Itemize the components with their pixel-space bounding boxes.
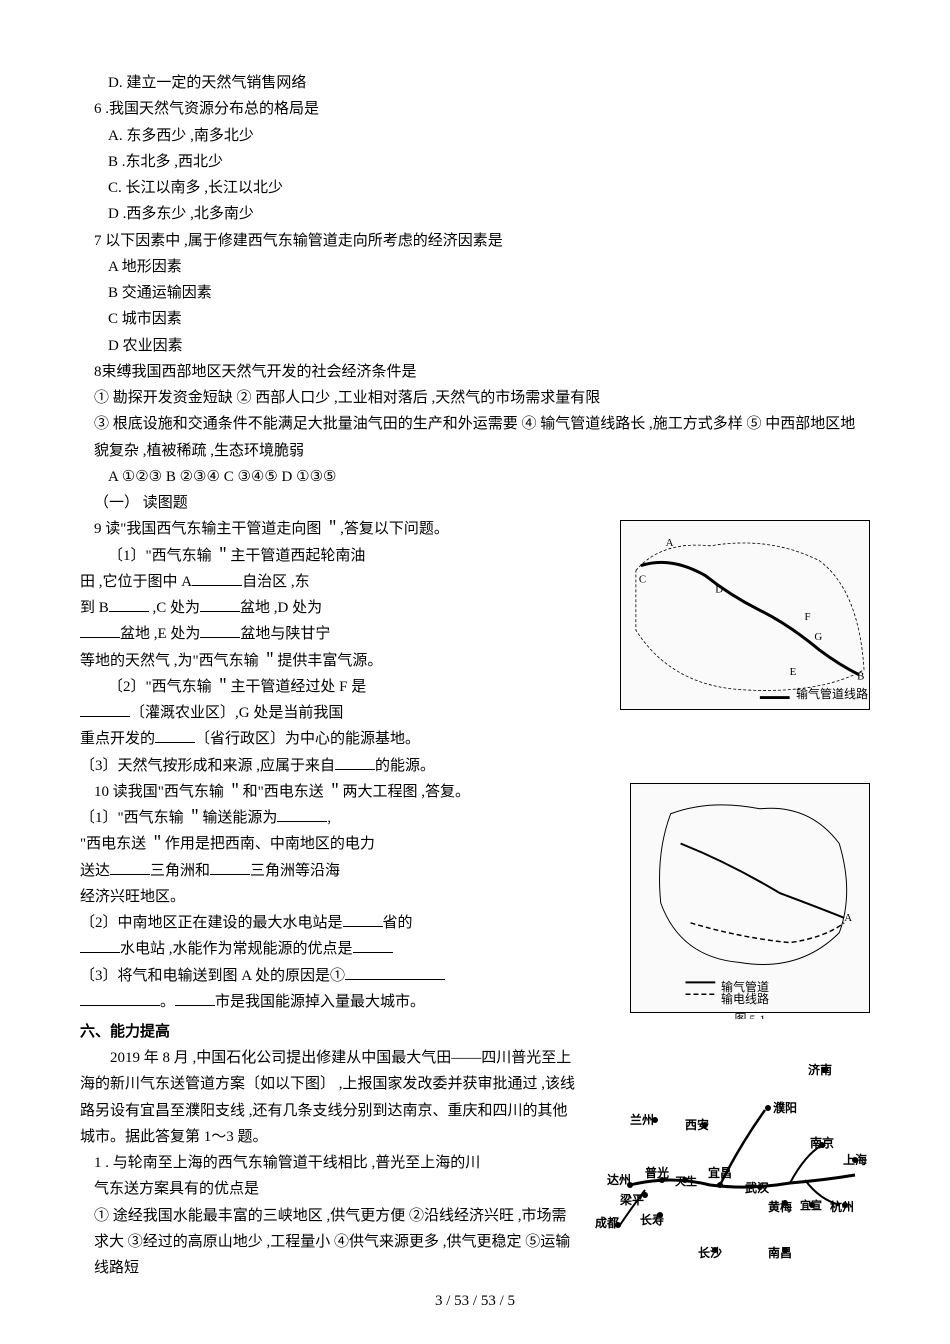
q8-opts: A ①②③ B ②③④ C ③④⑤ D ①③⑤ [80,464,870,490]
city-changsha: 长沙 [698,1243,722,1264]
q9-block: A C D F G E B 输气管道线路 9 读"我国西气东输主干管道走向图 ＂… [80,516,870,726]
city-nanchang: 南昌 [768,1243,792,1264]
blank[interactable] [345,979,445,980]
q9-p1g: 盆地 ,E 处为 [120,626,200,642]
q7-c: C 城市因素 [80,306,870,332]
q6-a: A. 东多西少 ,南多北少 [80,123,870,149]
blank[interactable] [200,637,240,638]
svg-text:C: C [639,574,646,586]
city-chengdu: 成都 [595,1213,619,1234]
blank[interactable] [200,611,240,612]
city-hangzhou: 杭州 [830,1197,854,1218]
svg-text:B: B [857,671,864,683]
city-changshou: 长寿 [640,1210,664,1231]
q9-p3b: 的能源。 [375,758,435,774]
q7-d: D 农业因素 [80,333,870,359]
q9-p1b: 田 ,它位于图中 A [80,574,192,590]
city-puyang: 濮阳 [773,1098,797,1119]
city-dazhou: 达州 [607,1170,631,1191]
q10-p1e: 三角洲和 [150,863,210,879]
map-figure-3: 济南 兰州 西安 濮阳 达州 普光 天生 宜昌 武汉 南京 上海 梁平 成都 长… [590,1055,870,1265]
city-yixuan: 宜宣 [800,1197,822,1216]
q10-p1f: 三角洲等沿海 [250,863,340,879]
q9-p1c: 自治区 ,东 [242,574,310,590]
q10-p2a: 〔2〕中南地区正在建设的最大水电站是 [80,915,343,931]
blank[interactable] [80,952,120,953]
pipeline-map-svg: A C D F G E B [621,521,869,709]
q6-d: D .西多东少 ,北多南少 [80,201,870,227]
q7-a: A 地形因素 [80,254,870,280]
q6-c: C. 长江以南多 ,长江以北少 [80,175,870,201]
city-xian: 西安 [685,1115,709,1136]
fig2-caption: 图 5-1 [631,1009,869,1019]
q9-p3: 〔3〕天然气按形成和来源 ,应属于来自 的能源。 [80,753,870,779]
q8-stem: 8束缚我国西部地区天然气开发的社会经济条件是 [80,359,870,385]
city-shanghai: 上海 [843,1150,867,1171]
q6-b: B .东北多 ,西北少 [80,149,870,175]
city-lanzhou: 兰州 [630,1110,654,1131]
blank[interactable] [110,874,150,875]
fig1-caption: 输气管道线路 [796,684,868,705]
sichuan-map-svg [590,1055,870,1265]
blank[interactable] [155,742,195,743]
q10-p2b: 省的 [383,915,413,931]
blank[interactable] [353,952,393,953]
q10-p3c: 市是我国能源掉入量最大城市。 [215,994,425,1010]
q9-p3a: 〔3〕天然气按形成和来源 ,应属于来自 [80,758,335,774]
city-nanjing: 南京 [810,1133,834,1154]
svg-text:E: E [790,666,797,678]
blank[interactable] [80,716,130,717]
q10-p3a: 〔3〕将气和电输送到图 A 处的原因是① [80,968,345,984]
map-figure-1: A C D F G E B 输气管道线路 [620,520,870,710]
q9-p1f: 盆地 ,D 处为 [240,600,322,616]
q9-p2b: 〔灌溉农业区〕,G 处是当前我国 [130,705,343,721]
q9-p1e: ,C 处为 [149,600,200,616]
q8-l2: ③ 根底设施和交通条件不能满足大批量油气田的生产和外运需要 ④ 输气管道线路长 … [80,411,870,464]
fig2-legend2: 输电线路 [721,989,769,1010]
svg-text:G: G [814,631,822,643]
q6-stem: 6 .我国天然气资源分布总的格局是 [80,96,870,122]
blank[interactable] [277,821,327,822]
q7-stem: 7 以下因素中 ,属于修建西气东输管道走向所考虑的经济因素是 [80,228,870,254]
q9-p1d: 到 B [80,600,109,616]
city-huangmei: 黄梅 [768,1197,792,1218]
q5-d: D. 建立一定的天然气销售网络 [80,70,870,96]
q10-p1b: , [327,810,331,826]
city-jinan: 济南 [808,1060,832,1081]
q10-block: A 输气管道 输电线路 图 5-1 10 读我国"西气东输 ＂和"西电东送 ＂两… [80,779,870,1019]
city-puguang: 普光 [645,1163,669,1184]
blank[interactable] [343,926,383,927]
map-figure-2: A 输气管道 输电线路 图 5-1 [630,783,870,1013]
city-wuhan: 武汉 [745,1178,769,1199]
q7-b: B 交通运输因素 [80,280,870,306]
q9-p2d: 〔省行政区〕为中心的能源基地。 [195,731,420,747]
blank[interactable] [109,611,149,612]
section-read: （一） 读图题 [80,490,870,516]
page-number: 3 / 53 / 53 / 5 [0,1288,950,1314]
q9-p2-row3: 重点开发的 〔省行政区〕为中心的能源基地。 [80,726,870,752]
q10-p1d: 送达 [80,863,110,879]
ability-block: 济南 兰州 西安 濮阳 达州 普光 天生 宜昌 武汉 南京 上海 梁平 成都 长… [80,1045,870,1281]
section-6-title: 六、能力提高 [80,1019,870,1045]
q8-l1: ① 勘探开发资金短缺 ② 西部人口少 ,工业相对落后 ,天然气的市场需求量有限 [80,385,870,411]
q10-p2c: 水电站 ,水能作为常规能源的优点是 [120,941,353,957]
blank[interactable] [192,585,242,586]
blank[interactable] [80,637,120,638]
svg-text:A: A [666,537,674,549]
city-yichang: 宜昌 [708,1163,732,1184]
svg-text:D: D [715,584,723,596]
svg-text:F: F [805,611,811,623]
q9-p1h: 盆地与陕甘宁 [240,626,330,642]
blank[interactable] [80,1005,160,1006]
blank[interactable] [335,769,375,770]
blank[interactable] [175,1005,215,1006]
q9-p2c: 重点开发的 [80,731,155,747]
blank[interactable] [210,874,250,875]
q10-p1a: 〔1〕"西气东输 ＂输送能源为 [80,810,277,826]
q10-p3b: 。 [160,994,175,1010]
city-liangping: 梁平 [620,1190,644,1211]
city-tiansheng: 天生 [675,1173,697,1192]
svg-text:A: A [844,912,852,924]
